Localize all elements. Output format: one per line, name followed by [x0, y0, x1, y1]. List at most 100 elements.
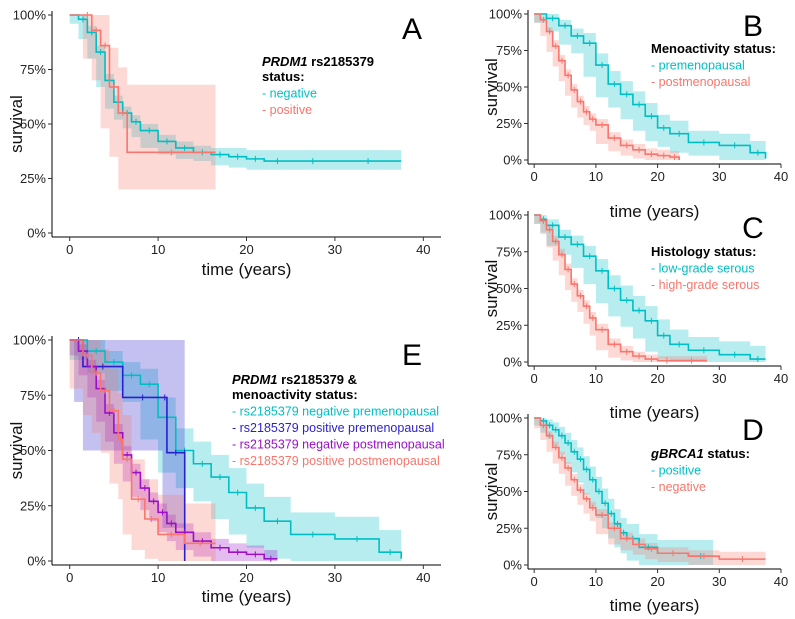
y-tick-label: 0%: [27, 554, 46, 569]
panel-e: 0% 25% 50% 75% 100% 0 10 20 30 40 time (years) surv…: [7, 333, 445, 607]
x-tick-label: 0: [531, 169, 538, 184]
ci-band-c-0: [534, 215, 766, 362]
y-tick-label: 25%: [496, 521, 522, 536]
x-tick-label: 20: [650, 574, 664, 589]
x-tick-label: 0: [66, 242, 73, 257]
y-tick-label: 50%: [20, 443, 46, 458]
legend-title-text: Histology status:: [651, 244, 756, 259]
curve-b-0: [534, 13, 767, 159]
legend-title: PRDM1 rs2185379 &: [232, 372, 357, 387]
x-tick-label: 40: [774, 169, 788, 184]
legend-item: - high-grade serous: [651, 278, 759, 292]
x-tick-label: 40: [416, 570, 430, 585]
y-tick-label: 50%: [496, 80, 522, 95]
y-tick-label: 75%: [20, 388, 46, 403]
curve-c-0: [534, 214, 766, 360]
legend-title: PRDM1 rs2185379: [262, 54, 374, 69]
x-tick-label: 0: [531, 371, 538, 386]
legend-title-italic: gBRCA1: [650, 446, 704, 461]
curve-c-1: [534, 214, 707, 362]
y-axis-label: survival: [482, 463, 501, 521]
y-axis-label: survival: [482, 58, 501, 116]
panel-label: D: [742, 414, 764, 447]
x-axis-label: time (years): [610, 596, 700, 615]
y-axis-label: survival: [7, 95, 26, 153]
legend-item: - low-grade serous: [651, 262, 755, 276]
y-tick-label: 0%: [27, 226, 46, 241]
x-tick-label: 30: [328, 570, 342, 585]
ci-band-e-0: [69, 340, 402, 561]
legend-item: - rs2185379 positive premenopausal: [232, 421, 434, 435]
legend-title-line2: menoactivity status:: [232, 387, 358, 402]
x-tick-label: 20: [239, 570, 253, 585]
y-tick-label: 100%: [489, 208, 523, 223]
panel-d: 0% 25% 50% 75% 100% 0 10 20 30 40 time (years) surv…: [482, 411, 788, 616]
legend-title-text: rs2185379: [308, 54, 375, 69]
legend-item: - premenopausal: [651, 59, 745, 73]
x-tick-label: 30: [712, 371, 726, 386]
curve-d-1: [534, 417, 766, 560]
ci-band-e-2: [69, 340, 278, 561]
curve-e-2: [69, 339, 278, 560]
y-axis-label: survival: [482, 260, 501, 318]
legend-title: gBRCA1 status:: [650, 446, 750, 461]
x-tick-label: 10: [589, 371, 603, 386]
x-tick-label: 10: [589, 169, 603, 184]
panel-label: E: [402, 339, 422, 372]
y-tick-label: 0%: [503, 558, 522, 573]
x-axis-label: time (years): [610, 403, 700, 422]
ci-band-e-3: [69, 340, 216, 561]
y-tick-label: 100%: [489, 411, 523, 426]
x-tick-label: 20: [650, 169, 664, 184]
curve-a-1: [69, 14, 216, 154]
y-tick-label: 50%: [20, 117, 46, 132]
panel-label: C: [742, 212, 764, 245]
ci-band-a-1: [69, 15, 216, 190]
legend-title: Histology status:: [651, 244, 756, 259]
x-tick-label: 40: [774, 574, 788, 589]
y-tick-label: 100%: [489, 7, 523, 22]
panel-label: A: [402, 13, 422, 46]
legend-title-text: status:: [704, 446, 750, 461]
y-tick-label: 50%: [496, 484, 522, 499]
panel-a: 0% 25% 50% 75% 100% 0 10 20 30 40 time (years) surv…: [7, 8, 441, 279]
legend-item: - negative: [262, 87, 317, 101]
legend-title-text: rs2185379 &: [278, 372, 358, 387]
legend-item: - rs2185379 positive postmenopausal: [232, 454, 440, 468]
x-tick-label: 20: [650, 371, 664, 386]
x-axis-label: time (years): [610, 202, 700, 221]
x-axis-label: time (years): [202, 587, 292, 606]
x-tick-label: 20: [239, 242, 253, 257]
x-tick-label: 30: [712, 574, 726, 589]
x-tick-label: 0: [531, 574, 538, 589]
y-tick-label: 25%: [20, 171, 46, 186]
ci-band-b-1: [534, 14, 680, 160]
x-tick-label: 30: [328, 242, 342, 257]
legend-item: - postmenopausal: [651, 75, 750, 89]
y-tick-label: 0%: [503, 355, 522, 370]
y-tick-label: 75%: [496, 43, 522, 58]
y-tick-label: 75%: [496, 447, 522, 462]
y-tick-label: 75%: [20, 62, 46, 77]
x-tick-label: 40: [416, 242, 430, 257]
y-tick-label: 100%: [13, 333, 47, 348]
y-tick-label: 25%: [496, 116, 522, 131]
y-tick-label: 25%: [20, 498, 46, 513]
panel-label: B: [743, 10, 763, 43]
legend-title-italic: PRDM1: [262, 54, 308, 69]
legend-title-line2: status:: [262, 69, 305, 84]
curve-e-0: [69, 339, 403, 559]
curve-b-1: [534, 13, 680, 160]
y-tick-label: 50%: [496, 281, 522, 296]
legend-item: - positive: [262, 103, 312, 117]
y-tick-label: 25%: [496, 318, 522, 333]
x-tick-label: 10: [589, 574, 603, 589]
y-tick-label: 75%: [496, 244, 522, 259]
panel-b: 0% 25% 50% 75% 100% 0 10 20 30 40 time (years) surv…: [482, 7, 788, 222]
ci-band-d-0: [534, 418, 714, 565]
y-tick-label: 0%: [503, 153, 522, 168]
x-axis-label: time (years): [202, 260, 292, 279]
legend-item: - rs2185379 negative premenopausal: [232, 405, 439, 419]
x-tick-label: 10: [151, 570, 165, 585]
